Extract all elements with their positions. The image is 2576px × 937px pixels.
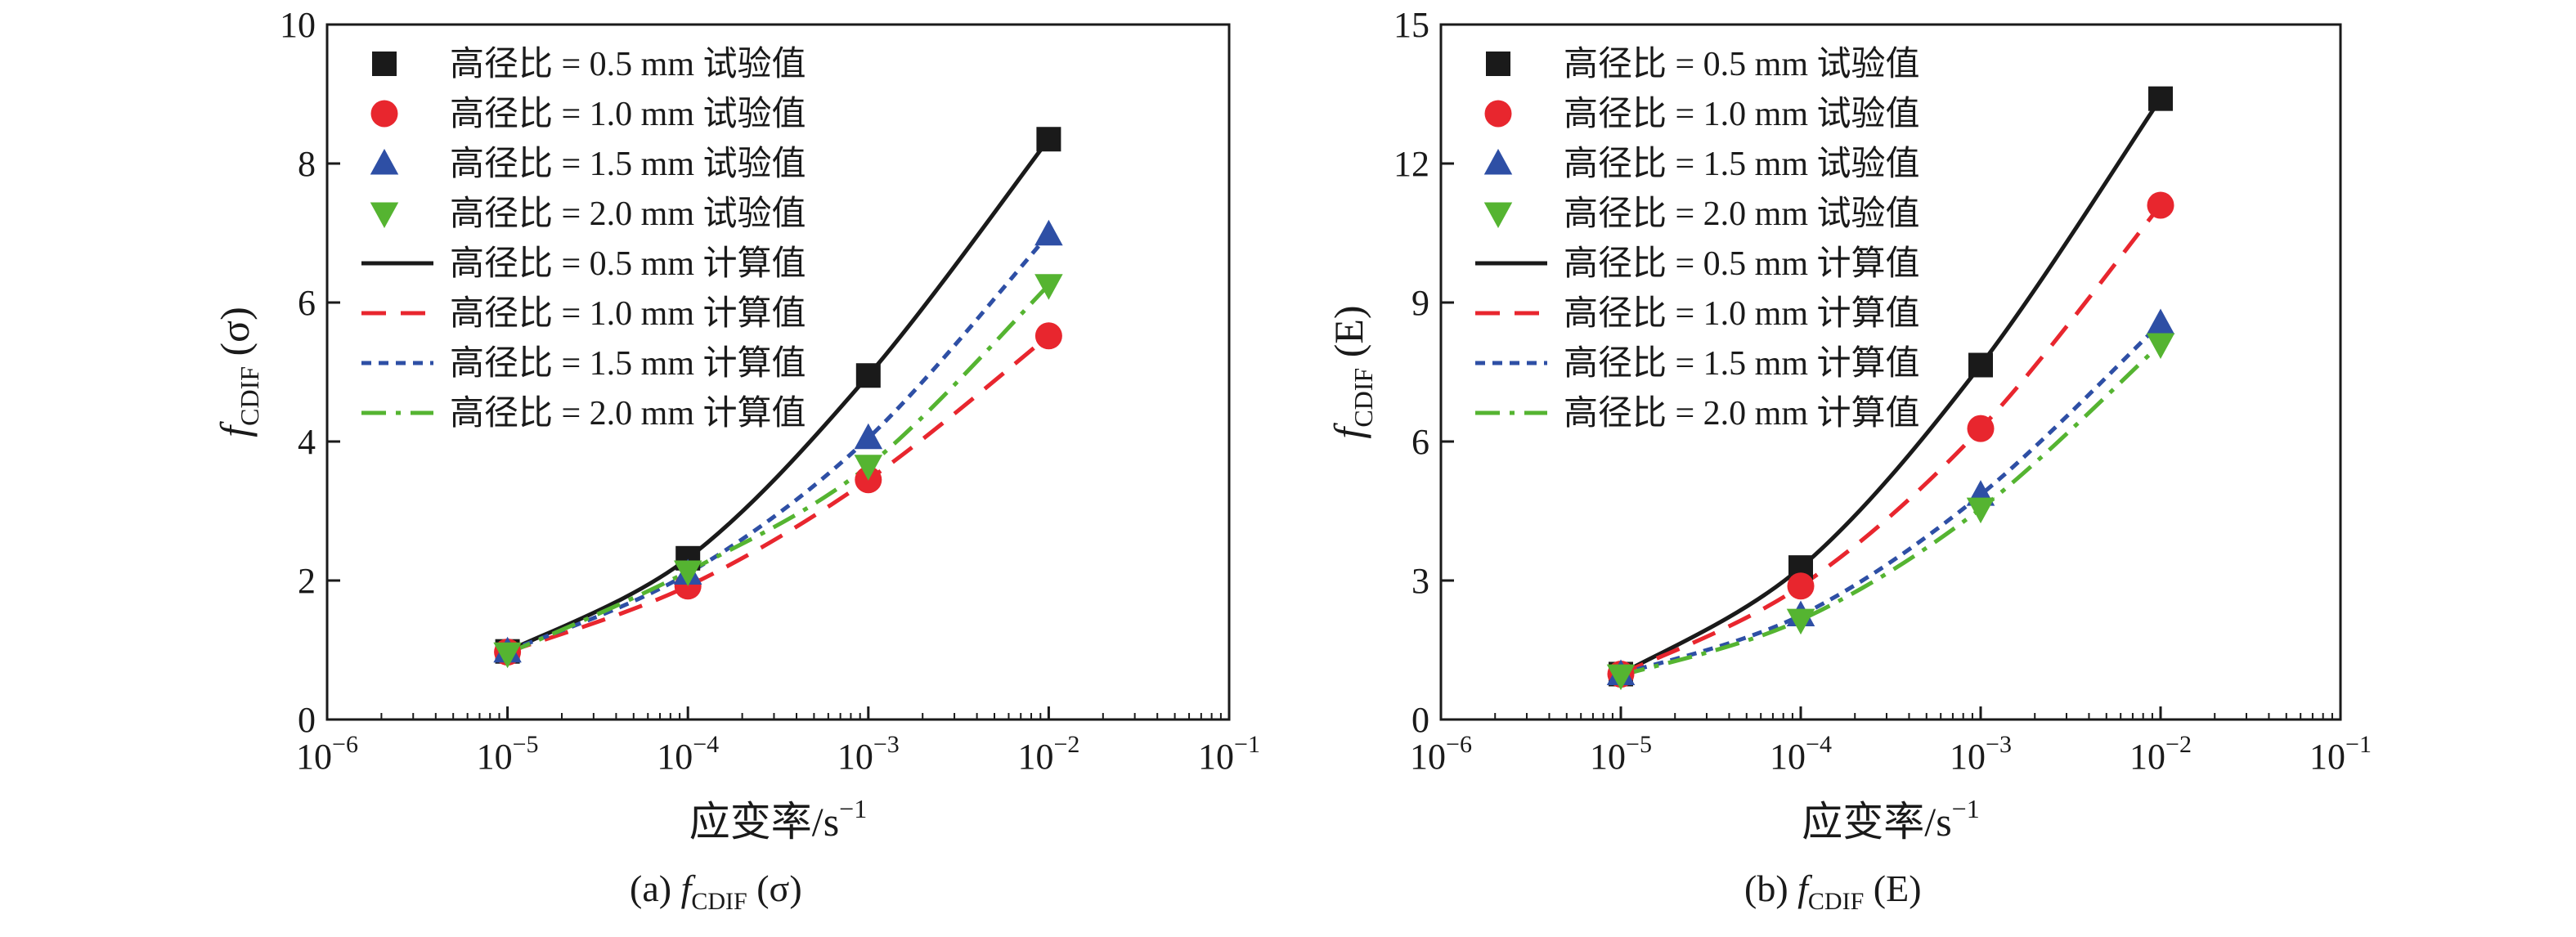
y-tick-label-a-1: 2 xyxy=(298,561,316,601)
x-tick-label-b-1: 10−5 xyxy=(1590,731,1652,777)
legend-label-a-3: 高径比 = 2.0 mm 试验值 xyxy=(450,195,806,233)
x-axis-title-b: 应变率/s−1 xyxy=(1802,794,1979,845)
plot-frame-b xyxy=(1439,23,2342,721)
caption-b-f: f xyxy=(1797,868,1808,909)
data-point-a-0-3 xyxy=(1036,127,1061,152)
x-tick-label-b-3: 10−3 xyxy=(1950,731,2012,777)
data-point-a-3-3 xyxy=(1034,274,1063,300)
y-axis-title-a: fCDIF (σ) xyxy=(212,307,264,437)
caption-a-sub: CDIF xyxy=(691,888,747,916)
y-tick-label-a-3: 6 xyxy=(298,283,316,323)
series-line-b-4 xyxy=(1619,97,2163,676)
series-line-a-5 xyxy=(506,334,1050,654)
data-point-b-0-3 xyxy=(2148,86,2173,111)
data-point-b-3-3 xyxy=(2146,333,2175,359)
y-tick-label-b-2: 6 xyxy=(1411,422,1429,462)
caption-b-arg: (E) xyxy=(1873,868,1922,909)
x-tick-label-a-2: 10−4 xyxy=(657,731,719,777)
data-point-a-3-0 xyxy=(493,642,522,669)
legend-label-b-2: 高径比 = 1.5 mm 试验值 xyxy=(1564,145,1920,183)
data-point-b-2-3 xyxy=(2146,308,2175,334)
caption-a-prefix: (a) xyxy=(630,868,681,909)
data-point-b-0-2 xyxy=(1968,352,1993,378)
y-tick-label-a-2: 4 xyxy=(298,422,316,462)
legend-marker-b-1 xyxy=(1484,100,1512,128)
series-line-a-7 xyxy=(506,283,1051,656)
caption-b: (b) fCDIF (E) xyxy=(1744,867,1922,916)
data-point-b-1-3 xyxy=(2147,191,2174,219)
series-line-a-4 xyxy=(506,137,1051,653)
legend-marker-b-2 xyxy=(1483,149,1513,175)
legend-label-a-5: 高径比 = 1.0 mm 计算值 xyxy=(450,295,806,333)
series-line-a-6 xyxy=(506,233,1051,653)
data-point-b-1-2 xyxy=(1967,415,1995,442)
caption-b-prefix: (b) xyxy=(1744,868,1798,909)
legend-label-b-3: 高径比 = 2.0 mm 试验值 xyxy=(1564,195,1920,233)
legend-label-b-6: 高径比 = 1.5 mm 计算值 xyxy=(1564,345,1920,383)
legend-marker-a-0 xyxy=(372,52,397,76)
legend-marker-b-3 xyxy=(1483,202,1513,228)
x-tick-label-b-2: 10−4 xyxy=(1770,731,1832,777)
x-tick-label-a-1: 10−5 xyxy=(477,731,539,777)
series-line-b-7 xyxy=(1620,343,2162,678)
caption-b-sub: CDIF xyxy=(1807,888,1865,916)
series-line-b-5 xyxy=(1619,204,2162,676)
legend-label-a-4: 高径比 = 0.5 mm 计算值 xyxy=(450,245,806,283)
x-tick-label-a-4: 10−2 xyxy=(1017,731,1079,777)
x-tick-label-b-4: 10−2 xyxy=(2129,731,2192,777)
legend-marker-a-3 xyxy=(370,202,399,228)
caption-a: (a) fCDIF (σ) xyxy=(630,867,802,916)
legend-label-a-7: 高径比 = 2.0 mm 计算值 xyxy=(450,395,806,433)
data-point-b-3-2 xyxy=(1966,497,1995,524)
x-tick-label-a-5: 10−1 xyxy=(1198,731,1260,777)
y-axis-title-b: fCDIF (E) xyxy=(1326,305,1378,438)
caption-a-f: f xyxy=(680,868,692,909)
data-point-a-2-2 xyxy=(854,423,883,450)
y-tick-label-b-4: 12 xyxy=(1393,144,1429,184)
panel-b: 10−6 10−5 10−4 10−3 10−2 10−1 0 3 6 9 12 15 应变率/s−1 f… xyxy=(1326,5,2372,845)
caption-a-arg: (σ) xyxy=(756,868,802,909)
data-point-b-3-1 xyxy=(1786,608,1815,635)
data-point-a-2-3 xyxy=(1034,219,1063,246)
data-point-a-3-2 xyxy=(854,455,883,481)
legend-label-b-5: 高径比 = 1.0 mm 计算值 xyxy=(1564,295,1920,333)
y-tick-label-b-1: 3 xyxy=(1411,561,1429,601)
y-tick-label-a-0: 0 xyxy=(298,700,316,740)
legend-marker-b-0 xyxy=(1486,52,1510,76)
y-tick-label-a-5: 10 xyxy=(280,5,316,45)
legend-marker-a-1 xyxy=(370,100,398,128)
legend-label-b-0: 高径比 = 0.5 mm 试验值 xyxy=(1564,45,1920,83)
x-tick-label-a-0: 10−6 xyxy=(296,731,358,777)
legend-label-a-1: 高径比 = 1.0 mm 试验值 xyxy=(450,95,806,133)
y-tick-label-b-0: 0 xyxy=(1411,700,1429,740)
data-point-a-3-1 xyxy=(673,560,702,586)
y-tick-label-b-5: 15 xyxy=(1393,5,1429,45)
legend-label-b-4: 高径比 = 0.5 mm 计算值 xyxy=(1564,245,1920,283)
legend-label-a-0: 高径比 = 0.5 mm 试验值 xyxy=(450,45,806,83)
y-tick-label-b-3: 9 xyxy=(1411,283,1429,323)
legend-label-b-7: 高径比 = 2.0 mm 计算值 xyxy=(1564,395,1920,433)
data-point-b-1-1 xyxy=(1787,572,1815,600)
data-point-a-1-3 xyxy=(1034,322,1062,350)
data-point-b-3-0 xyxy=(1606,664,1636,691)
x-tick-label-b-5: 10−1 xyxy=(2309,731,2372,777)
plot-frame-a xyxy=(325,23,1231,721)
legend-label-b-1: 高径比 = 1.0 mm 试验值 xyxy=(1564,95,1920,133)
legend-label-a-6: 高径比 = 1.5 mm 计算值 xyxy=(450,345,806,383)
panel-a: 10−6 10−5 10−4 10−3 10−2 10−1 0 2 4 6 8 10 应变率/s−1 fC… xyxy=(212,5,1260,845)
x-tick-label-a-3: 10−3 xyxy=(837,731,900,777)
y-tick-label-a-4: 8 xyxy=(298,144,316,184)
x-axis-title-a: 应变率/s−1 xyxy=(689,794,867,845)
data-point-a-0-2 xyxy=(855,363,881,388)
legend-label-a-2: 高径比 = 1.5 mm 试验值 xyxy=(450,145,806,183)
legend-marker-a-2 xyxy=(370,149,399,175)
series-line-b-6 xyxy=(1620,321,2162,676)
x-tick-label-b-0: 10−6 xyxy=(1410,731,1472,777)
